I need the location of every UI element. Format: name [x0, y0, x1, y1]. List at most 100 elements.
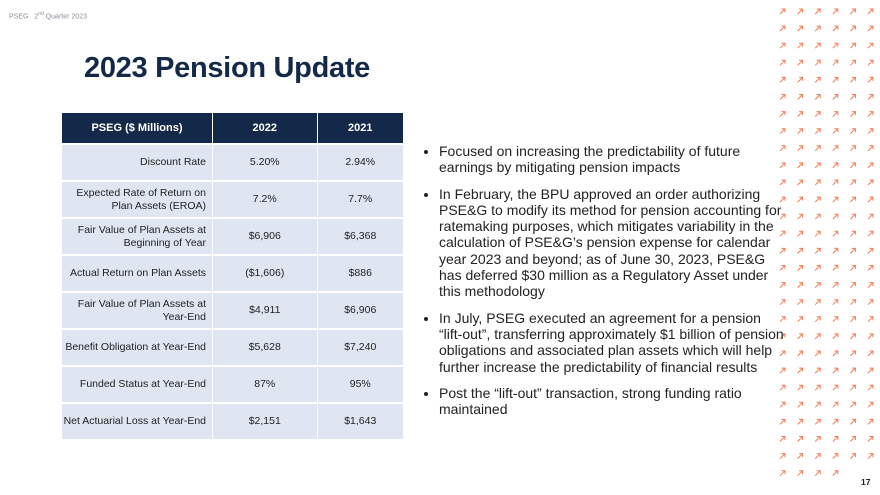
arrow-icon: [832, 25, 839, 32]
arrow-icon: [832, 162, 839, 169]
arrow-icon: [814, 196, 821, 203]
cell: $2,151: [212, 402, 318, 439]
arrow-icon: [832, 470, 839, 477]
arrow-icon: [779, 316, 786, 323]
arrow-icon: [797, 418, 804, 425]
arrow-icon: [832, 179, 839, 186]
arrow-icon: [797, 145, 804, 152]
table-row: Expected Rate of Return on Plan Assets (…: [62, 180, 403, 218]
cell: 95%: [317, 365, 403, 403]
row-label: Expected Rate of Return on Plan Assets (…: [62, 180, 213, 218]
arrow-icon: [797, 213, 804, 220]
arrow-icon: [814, 145, 821, 152]
arrow-icon: [850, 196, 856, 203]
arrow-icon: [797, 333, 804, 340]
table-row: Discount Rate 5.20% 2.94%: [62, 143, 403, 181]
arrow-icon: [797, 111, 804, 117]
cell: 7.2%: [212, 180, 318, 218]
table-row: Fair Value of Plan Assets at Year-End $4,…: [62, 291, 403, 329]
arrow-icon: [797, 76, 804, 83]
arrow-icon: [832, 418, 839, 425]
arrow-icon: [867, 282, 874, 288]
table-row: Fair Value of Plan Assets at Beginning o…: [62, 217, 403, 255]
cell: 5.20%: [212, 143, 318, 181]
arrow-icon: [779, 453, 786, 459]
arrow-icon: [832, 59, 839, 66]
arrow-icon: [867, 247, 874, 254]
arrow-icon: [814, 76, 821, 83]
arrow-icon: [814, 94, 821, 100]
arrow-icon: [867, 76, 874, 83]
arrow-icon: [850, 316, 856, 323]
cell: $6,906: [212, 217, 318, 255]
arrow-icon: [867, 436, 874, 442]
arrow-icon: [867, 59, 874, 66]
arrow-icon: [850, 179, 856, 186]
arrow-icon: [779, 42, 786, 49]
arrow-icon: [814, 436, 821, 442]
arrow-icon: [867, 316, 874, 323]
arrow-icon: [779, 25, 786, 32]
arrow-icon: [850, 247, 856, 254]
arrow-icon: [779, 162, 786, 169]
arrow-icon: [850, 367, 856, 374]
arrow-icon: [832, 265, 839, 271]
cell: $6,368: [317, 217, 403, 255]
arrow-icon: [814, 179, 821, 186]
arrow-icon: [814, 265, 821, 271]
arrow-icon: [832, 247, 839, 254]
table-row: Benefit Obligation at Year-End $5,628 $7,2…: [62, 328, 403, 366]
arrow-icon: [779, 128, 786, 135]
arrow-icon: [850, 384, 856, 391]
arrow-icon: [867, 384, 874, 391]
arrow-icon: [832, 384, 839, 391]
arrow-icon: [814, 213, 821, 220]
arrow-icon: [867, 299, 874, 306]
arrow-icon: [850, 162, 856, 169]
arrow-icon: [814, 299, 821, 306]
arrow-icon: [797, 59, 804, 66]
arrow-icon: [832, 230, 839, 237]
arrow-icon: [867, 401, 874, 408]
arrow-icon: [797, 367, 804, 374]
arrow-icon: [797, 162, 804, 169]
arrow-icon: [850, 265, 856, 271]
cell: $1,643: [317, 402, 403, 439]
arrow-icon: [850, 111, 856, 117]
bullet-list: Focused on increasing the predictability…: [424, 143, 787, 427]
arrow-icon: [867, 453, 874, 459]
arrow-icon: [832, 128, 839, 135]
arrow-icon: [779, 196, 786, 203]
arrow-icon: [814, 333, 821, 340]
arrow-icon: [850, 418, 856, 425]
arrow-icon: [850, 436, 856, 442]
arrow-icon: [814, 282, 821, 288]
arrow-icon: [797, 8, 804, 15]
arrow-icon: [779, 418, 786, 425]
quarter-text: Quarter 2023: [45, 13, 87, 21]
arrow-icon: [867, 162, 874, 169]
row-label: Actual Return on Plan Assets: [62, 254, 213, 292]
arrow-icon: [814, 316, 821, 323]
arrow-icon: [850, 401, 856, 408]
cell: 87%: [212, 365, 318, 403]
arrow-icon: [797, 230, 804, 237]
table-row: Funded Status at Year-End 87% 95%: [62, 365, 403, 403]
arrow-icon: [814, 418, 821, 425]
row-label: Benefit Obligation at Year-End: [62, 328, 213, 366]
arrow-icon: [850, 76, 856, 83]
arrow-icon: [779, 111, 786, 117]
arrow-icon: [779, 282, 786, 288]
arrow-icon: [814, 453, 821, 459]
arrow-icon: [867, 350, 874, 357]
arrow-icon: [832, 76, 839, 83]
arrow-icon: [797, 94, 804, 100]
arrow-icon: [814, 470, 821, 477]
arrow-icon: [779, 230, 786, 237]
arrow-icon: [867, 333, 874, 340]
arrow-icon: [797, 401, 804, 408]
arrow-icon: [867, 25, 874, 32]
table-row: Actual Return on Plan Assets ($1,606) $886: [62, 254, 403, 292]
arrow-icon: [779, 179, 786, 186]
